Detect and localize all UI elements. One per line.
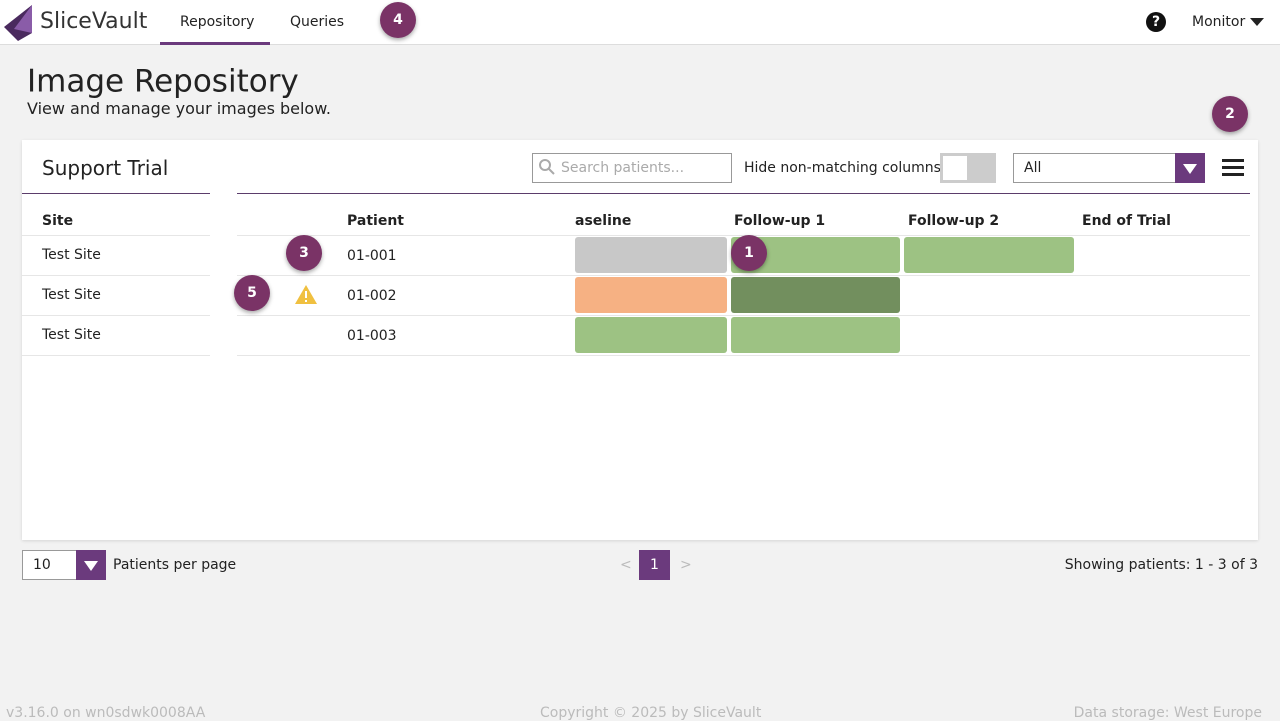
showing: Showing patients: 1 - 3 of 3 [1064, 557, 1258, 573]
column-header: Follow-up 1 [734, 213, 826, 229]
tab[interactable]: Repository [180, 14, 255, 30]
search-placeholder: Search patients... [561, 160, 685, 176]
toggle[interactable] [940, 153, 996, 183]
copyright: Copyright © 2025 by SliceVault [540, 705, 762, 721]
page-title: Image Repository [27, 63, 299, 100]
search-icon [539, 159, 555, 175]
column-header: Patient [347, 213, 404, 229]
warning-icon [295, 285, 317, 304]
badge: 5 [234, 275, 270, 311]
column-header: Site [42, 213, 74, 229]
page-button[interactable]: 1 [639, 550, 670, 580]
patient[interactable]: 01-001 [347, 248, 397, 264]
visit-cell[interactable] [731, 317, 900, 353]
badge: 4 [380, 2, 416, 38]
next-page[interactable]: > [680, 557, 692, 573]
badge: 1 [731, 235, 767, 271]
card-title: Support Trial [42, 156, 169, 180]
tab[interactable]: Queries [290, 14, 345, 30]
page-subtitle: View and manage your images below. [27, 99, 331, 118]
select-arrow[interactable] [1175, 153, 1205, 183]
divider [22, 193, 210, 194]
prev-page[interactable]: < [620, 557, 632, 573]
per-page-value: 10 [33, 557, 51, 573]
logo [4, 5, 32, 41]
column-header: aseline [575, 213, 632, 229]
visit-cell[interactable] [575, 277, 727, 313]
visit-cell[interactable] [904, 237, 1074, 273]
menu-icon[interactable] [1222, 158, 1244, 178]
caret [1250, 18, 1264, 26]
select-arrow[interactable] [76, 550, 106, 580]
toggle-label: Hide non-matching columns: [744, 160, 946, 176]
column-header: End of Trial [1082, 213, 1171, 229]
visit-cell[interactable] [575, 237, 727, 273]
badge: 2 [1212, 96, 1248, 132]
top-bar [0, 0, 1280, 45]
patient[interactable]: 01-002 [347, 288, 397, 304]
tab-underline [160, 42, 270, 45]
badge: 3 [286, 235, 322, 271]
per-page-label: Patients per page [113, 557, 237, 573]
brand[interactable]: SliceVault [40, 9, 148, 34]
storage: Data storage: West Europe [1073, 705, 1262, 721]
visit-cell[interactable] [575, 317, 727, 353]
filter-select[interactable] [1013, 153, 1205, 183]
site: Test Site [42, 287, 101, 303]
patient[interactable]: 01-003 [347, 328, 397, 344]
search-input[interactable] [532, 153, 732, 183]
site: Test Site [42, 247, 101, 263]
visit-cell[interactable] [731, 277, 900, 313]
user-menu[interactable]: Monitor [1192, 14, 1246, 30]
divider [237, 193, 1250, 194]
site: Test Site [42, 327, 101, 343]
version: v3.16.0 on wn0sdwk0008AA [6, 705, 206, 721]
column-header: Follow-up 2 [908, 213, 1000, 229]
help-icon[interactable]: ? [1146, 12, 1166, 32]
filter-value: All [1024, 160, 1042, 176]
